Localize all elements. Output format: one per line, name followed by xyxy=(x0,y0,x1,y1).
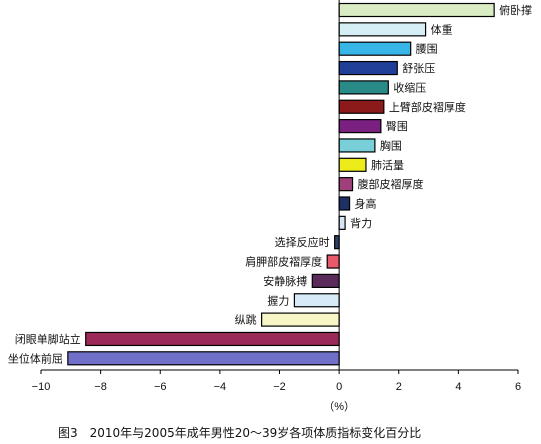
x-ticks-group: −10 −8 −6 −4 −2 0 2 4 6 xyxy=(32,370,521,393)
x-tick-label: −8 xyxy=(94,381,107,393)
x-tick-label: 0 xyxy=(336,381,342,393)
bar-category-label: 腹部皮褶厚度 xyxy=(358,177,424,191)
bar xyxy=(293,293,340,308)
bar-category-label: 选择反应时 xyxy=(275,235,330,249)
bar-category-label: 身高 xyxy=(355,197,377,211)
bar xyxy=(338,177,354,192)
bar xyxy=(67,351,340,366)
x-tick-label: −4 xyxy=(214,381,227,393)
bar-category-label: 纵跳 xyxy=(235,313,257,327)
bar-category-label: 闭眼单脚站立 xyxy=(15,332,81,346)
bar xyxy=(326,254,340,269)
bar-category-label: 安静脉搏 xyxy=(263,274,307,288)
bar xyxy=(338,60,398,76)
x-tick-label: 4 xyxy=(455,381,461,393)
bar-category-label: 肺活量 xyxy=(371,159,404,172)
x-tick-label: −10 xyxy=(32,381,51,393)
bar xyxy=(338,99,385,114)
bar xyxy=(338,22,427,37)
bar-category-label: 臀围 xyxy=(386,120,408,133)
bar xyxy=(85,331,340,347)
bar-category-label: 上臂部皮褶厚度 xyxy=(389,100,466,114)
bar xyxy=(334,235,340,250)
bar xyxy=(338,2,495,18)
x-tick-label: −2 xyxy=(273,381,286,393)
bar-category-label: 背力 xyxy=(350,216,372,230)
x-tick-label: −6 xyxy=(154,381,167,393)
bars-group xyxy=(67,2,495,366)
x-tick-label: 6 xyxy=(515,381,521,393)
bar xyxy=(261,312,340,327)
bar-category-label: 收缩压 xyxy=(393,80,426,94)
bar-category-label: 肩胛部皮褶厚度 xyxy=(245,255,322,269)
bar-category-label: 胸围 xyxy=(380,138,402,152)
bar-labels-group: 俯卧撑体重腰围舒张压收缩压上臂部皮褶厚度臀围胸围肺活量腹部皮褶厚度身高背力选择反… xyxy=(8,3,532,365)
bar-category-label: 坐位体前屈 xyxy=(8,351,63,365)
bar xyxy=(338,80,389,95)
x-tick-label: 2 xyxy=(396,381,402,393)
bar-category-label: 体重 xyxy=(431,22,453,36)
bar-category-label: 握力 xyxy=(267,293,289,307)
x-axis-label: （%） xyxy=(323,400,355,413)
bar xyxy=(338,41,412,56)
bar xyxy=(338,118,382,134)
bar xyxy=(338,196,351,211)
figure-caption: 图3 2010年与2005年成年男性20～39岁各项体质指标变化百分比 xyxy=(58,425,421,440)
bar-category-label: 舒张压 xyxy=(402,61,435,75)
bar xyxy=(338,157,367,172)
bar xyxy=(338,215,346,230)
bar-category-label: 俯卧撑 xyxy=(499,3,532,17)
bar xyxy=(338,138,376,153)
bar xyxy=(311,273,340,288)
bar-category-label: 腰围 xyxy=(416,43,438,56)
